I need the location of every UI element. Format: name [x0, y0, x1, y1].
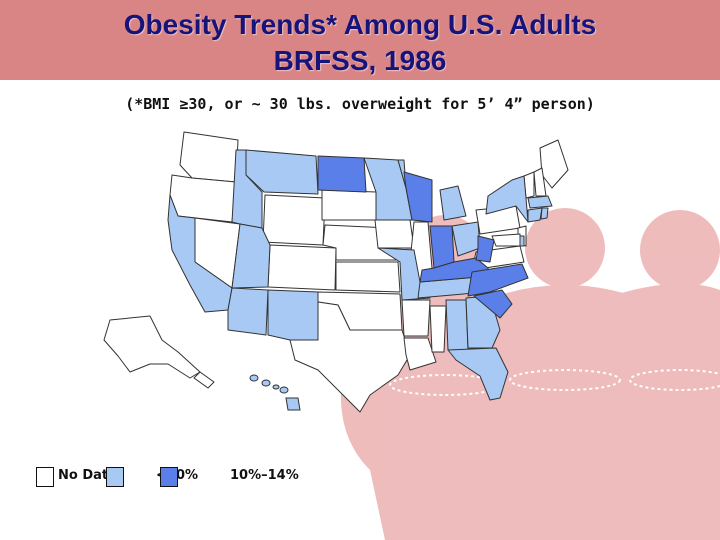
state-ia — [374, 219, 415, 249]
state-or — [169, 174, 237, 223]
state-sd — [321, 189, 377, 221]
state-az — [227, 287, 269, 336]
state-ny — [485, 175, 529, 223]
state-mo — [377, 247, 431, 301]
state-ct — [527, 207, 543, 223]
state-de — [519, 235, 525, 247]
legend-swatch-no-data — [36, 467, 54, 487]
state-mi — [439, 185, 467, 221]
state-ar — [401, 299, 431, 337]
title-bar — [0, 0, 720, 80]
state-ms — [429, 305, 447, 353]
legend-swatch-lt10 — [106, 467, 124, 487]
state-wi — [403, 171, 433, 223]
state-wy — [262, 194, 326, 246]
slide-title-line2: BRFSS, 1986 — [273, 45, 447, 76]
us-states — [103, 131, 569, 413]
state-ks — [335, 261, 401, 293]
state-mt — [245, 149, 319, 195]
state-ut — [231, 223, 271, 289]
state-wv — [475, 235, 495, 263]
state-wa — [179, 131, 239, 183]
state-sc — [473, 289, 513, 319]
state-md — [491, 233, 521, 247]
state-co — [267, 244, 337, 291]
state-nm — [267, 289, 319, 341]
state-ri — [540, 207, 549, 220]
legend-label-10-14: 10%–14% — [230, 468, 299, 483]
legend-label-no-data: No Data — [58, 468, 117, 483]
state-tx — [289, 301, 411, 413]
state-ak — [103, 315, 201, 379]
state-hi — [249, 374, 301, 411]
state-in — [429, 225, 455, 269]
state-la — [403, 337, 437, 371]
slide-title-line1: Obesity Trends* Among U.S. Adults — [123, 9, 597, 40]
figure-silhouette-3 — [580, 210, 720, 540]
state-ma — [527, 195, 553, 209]
state-al — [445, 299, 469, 351]
state-ak-panhandle — [193, 371, 215, 389]
legend-swatch-10-14 — [160, 467, 178, 487]
state-nd — [317, 155, 367, 193]
state-fl — [447, 347, 509, 401]
state-nc — [467, 263, 529, 297]
bmi-footnote: (*BMI ≥30, or ~ 30 lbs. overweight for 5… — [125, 95, 595, 113]
